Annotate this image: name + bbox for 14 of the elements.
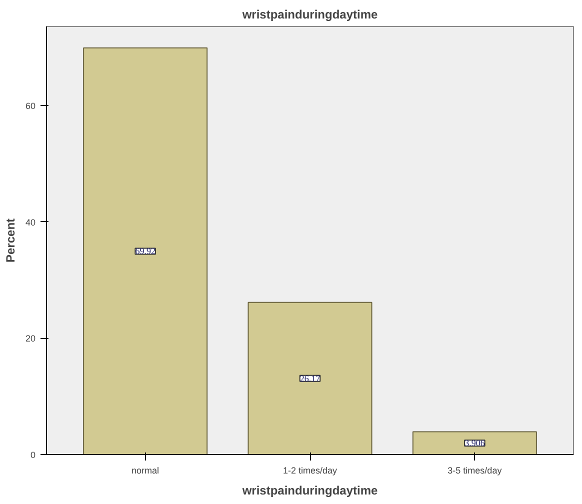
x-tick-label: 3-5 times/day xyxy=(448,466,502,476)
y-tick-label: 0 xyxy=(30,450,36,460)
data-label: 69.92 xyxy=(135,246,156,256)
y-tick-label: 40 xyxy=(25,217,36,228)
bar xyxy=(248,302,372,454)
x-tick-label: normal xyxy=(132,466,160,476)
bar xyxy=(412,431,537,454)
y-tick-label: 20 xyxy=(25,334,36,344)
x-tick-label: 1-2 times/day xyxy=(282,466,338,476)
chart-title: wristpainduringdaytime xyxy=(241,8,378,22)
bar xyxy=(83,47,208,454)
x-axis-title: wristpainduringdaytime xyxy=(241,484,378,498)
y-axis-title: Percent xyxy=(3,218,18,263)
y-tick-label: 60 xyxy=(25,101,36,112)
